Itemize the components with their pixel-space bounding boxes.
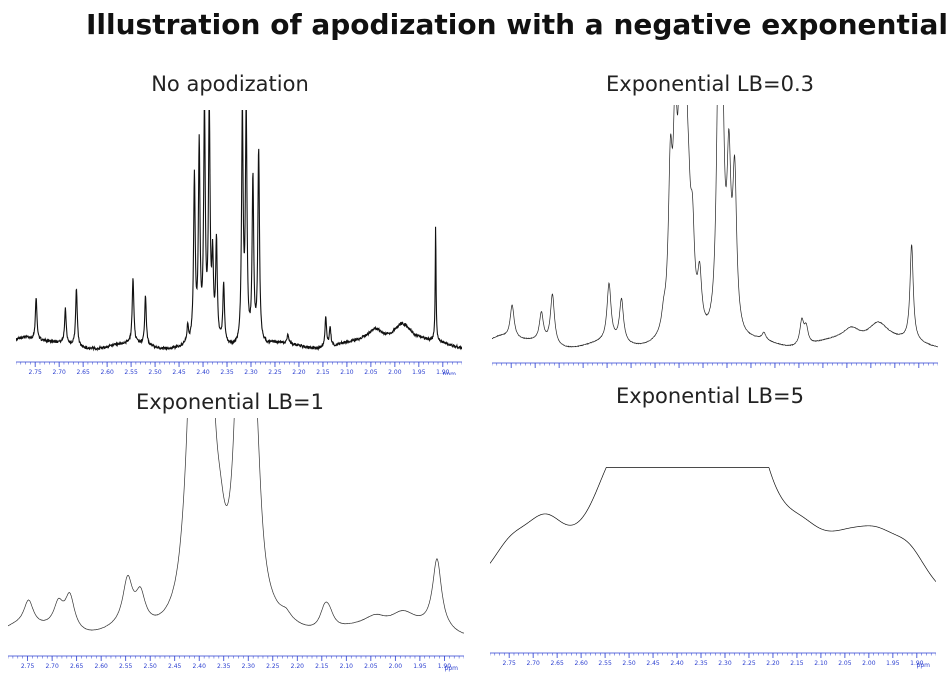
spectrum-no-apodization: 2.75 2.70 2.65 2.60 2.55 2.50 2.45 2.40 2.35 2.30… xyxy=(16,110,462,375)
x-tick-label: 2.05 xyxy=(364,369,378,375)
x-tick-label: 2.45 xyxy=(172,369,186,375)
x-tick-label: 2.45 xyxy=(168,663,182,670)
x-tick-label: 2.20 xyxy=(766,660,780,667)
x-tick-label: 2.70 xyxy=(526,660,540,667)
x-tick-label: 2.15 xyxy=(316,369,330,375)
x-tick-label: 2.10 xyxy=(340,663,354,670)
spectrum-line xyxy=(8,418,464,634)
x-tick-label: 2.00 xyxy=(862,660,876,667)
x-tick-label: 2.10 xyxy=(814,660,828,667)
x-tick-label: 2.00 xyxy=(389,663,403,670)
panel-title-no-apodization: No apodization xyxy=(151,72,309,96)
x-tick-label: 2.50 xyxy=(148,369,162,375)
x-tick-label: 2.20 xyxy=(291,663,305,670)
panel-title-lb-1: Exponential LB=1 xyxy=(136,390,324,414)
x-tick-label: 1.95 xyxy=(886,660,900,667)
x-tick-label: 2.55 xyxy=(124,369,138,375)
x-tick-label: 2.40 xyxy=(193,663,207,670)
x-tick-label: 2.35 xyxy=(217,663,231,670)
x-tick-label: 1.95 xyxy=(412,369,426,375)
x-tick-label: 1.90 xyxy=(910,660,924,667)
x-tick-label: 2.60 xyxy=(100,369,114,375)
x-tick-label: 1.95 xyxy=(413,663,427,670)
spectrum-line xyxy=(492,105,938,348)
x-tick-label: 2.35 xyxy=(694,660,708,667)
spectrum-lb-0-3: 2.752.702.652.602.552.502.452.402.352.30… xyxy=(492,105,938,368)
x-axis-unit-label: ppm xyxy=(445,665,459,672)
x-tick-label: 2.70 xyxy=(45,663,59,670)
x-tick-label: 2.30 xyxy=(242,663,256,670)
x-tick-label: 2.05 xyxy=(838,660,852,667)
x-tick-label: 2.40 xyxy=(670,660,684,667)
x-tick-label: 2.65 xyxy=(550,660,564,667)
x-tick-label: 2.00 xyxy=(388,369,402,375)
x-tick-label: 2.25 xyxy=(268,369,282,375)
x-tick-label: 2.15 xyxy=(315,663,329,670)
x-tick-label: 2.25 xyxy=(742,660,756,667)
x-tick-label: 2.60 xyxy=(574,660,588,667)
x-tick-label: 2.15 xyxy=(790,660,804,667)
x-tick-label: 2.45 xyxy=(646,660,660,667)
x-tick-label: 2.35 xyxy=(220,369,234,375)
x-tick-label: 2.20 xyxy=(292,369,306,375)
x-tick-label: 2.30 xyxy=(718,660,732,667)
x-tick-label: 2.55 xyxy=(598,660,612,667)
x-tick-label: 2.25 xyxy=(266,663,280,670)
x-tick-label: 2.50 xyxy=(622,660,636,667)
x-tick-label: 2.30 xyxy=(244,369,258,375)
panel-title-lb-0-3: Exponential LB=0.3 xyxy=(606,72,814,96)
x-tick-label: 2.10 xyxy=(340,369,354,375)
x-axis-unit-label: ppm xyxy=(917,662,931,669)
x-tick-label: 2.60 xyxy=(94,663,108,670)
x-tick-label: 2.50 xyxy=(144,663,158,670)
spectrum-lb-5: 2.75 2.70 2.65 2.60 2.55 2.50 2.45 2.40 2.35 2.30… xyxy=(490,467,936,669)
x-tick-label: 2.40 xyxy=(196,369,210,375)
x-axis-unit-label: ppm xyxy=(443,371,457,375)
x-tick-label: 1.90 xyxy=(438,663,452,670)
x-tick-label: 2.70 xyxy=(52,369,66,375)
x-tick-label: 2.75 xyxy=(503,660,517,667)
x-tick-label: 2.65 xyxy=(70,663,84,670)
spectrum-line xyxy=(490,467,936,582)
panel-title-lb-5: Exponential LB=5 xyxy=(616,384,804,408)
x-tick-label: 2.75 xyxy=(21,663,35,670)
x-tick-label: 2.55 xyxy=(119,663,133,670)
x-tick-label: 2.65 xyxy=(76,369,90,375)
page-title: Illustration of apodization with a negat… xyxy=(86,8,946,41)
x-tick-label: 2.75 xyxy=(29,369,43,375)
spectrum-line xyxy=(16,110,462,352)
x-tick-label: 2.05 xyxy=(364,663,378,670)
spectrum-lb-1: 2.75 2.70 2.65 2.60 2.55 2.50 2.45 2.40 2.35 2.30… xyxy=(8,418,464,672)
x-tick-label: 1.90 xyxy=(436,369,450,375)
